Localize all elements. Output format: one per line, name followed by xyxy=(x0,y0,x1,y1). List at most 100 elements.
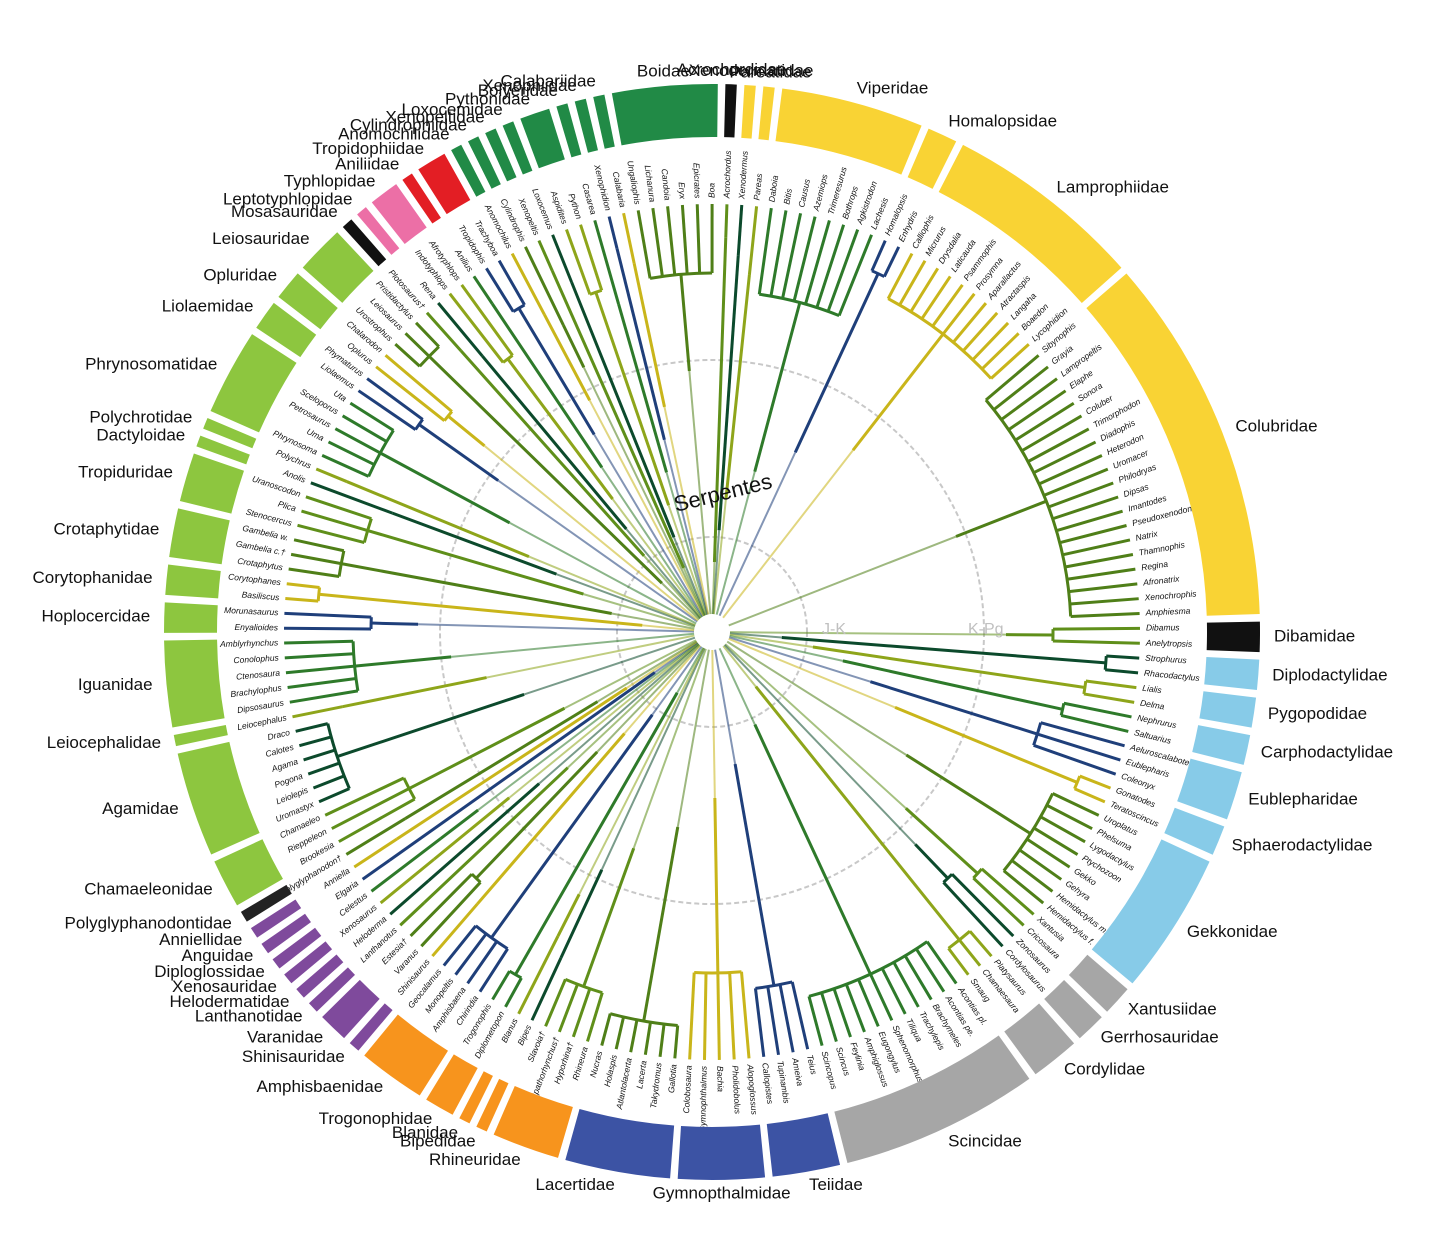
branch xyxy=(472,275,494,305)
branch xyxy=(341,414,388,443)
family-segment xyxy=(451,144,486,197)
branch xyxy=(594,291,671,506)
family-label: Eublepharidae xyxy=(1248,790,1358,809)
branch xyxy=(504,977,523,1008)
branch xyxy=(1083,692,1135,704)
family-segment xyxy=(165,564,221,599)
branch xyxy=(882,246,901,278)
branch xyxy=(717,255,740,531)
branch xyxy=(642,624,695,632)
family-label: Shinisauridae xyxy=(242,1047,345,1066)
branch xyxy=(564,977,603,995)
tip-label: Callopistes xyxy=(760,1062,775,1105)
branch xyxy=(1021,414,1083,453)
tip-label: Teius xyxy=(805,1054,819,1076)
branch xyxy=(474,924,509,951)
family-label: Xenopeltidae xyxy=(385,108,484,127)
family-label: Scincidae xyxy=(948,1131,1022,1150)
branch xyxy=(952,302,988,344)
family-segment xyxy=(418,153,471,215)
branch xyxy=(301,509,369,532)
branch xyxy=(601,466,703,618)
branch xyxy=(807,995,824,1046)
branch xyxy=(869,680,1038,736)
family-label: Tropidophiidae xyxy=(312,139,424,158)
branch xyxy=(1079,774,1112,790)
branch xyxy=(724,274,751,499)
branch xyxy=(695,204,702,274)
branch xyxy=(442,924,477,967)
family-label: Hoplocercidae xyxy=(42,607,151,626)
family-segment xyxy=(485,128,517,182)
tip-label: Alopoglossus xyxy=(745,1063,759,1116)
branch xyxy=(342,676,487,709)
branch xyxy=(579,224,604,291)
branch xyxy=(437,302,484,358)
branch xyxy=(336,693,525,759)
branch xyxy=(992,365,1049,411)
branch xyxy=(920,275,952,320)
tip-label: Amblyrhynchus xyxy=(219,637,279,649)
branch xyxy=(586,992,604,1042)
branch xyxy=(718,647,756,725)
family-label: Anomochilidae xyxy=(338,125,450,144)
branch xyxy=(346,480,530,558)
family-segment xyxy=(724,84,737,138)
jk-label: J-K xyxy=(822,621,846,638)
branch xyxy=(345,817,407,856)
family-label: Calabariidae xyxy=(500,72,595,91)
branch xyxy=(614,1016,626,1050)
tip-label: Candoia xyxy=(659,168,672,201)
branch xyxy=(688,370,712,615)
branch xyxy=(303,748,336,762)
branch xyxy=(324,776,405,817)
branch xyxy=(790,981,810,1050)
tip-label: Crotaphytus xyxy=(237,556,285,573)
branch xyxy=(460,283,514,357)
branch xyxy=(1002,869,1045,905)
branches xyxy=(284,203,1140,1060)
tip-label: Causus xyxy=(796,177,812,208)
branch xyxy=(486,634,695,679)
branch xyxy=(286,582,320,589)
branch xyxy=(972,876,1025,927)
branch xyxy=(388,671,656,862)
family-label: Sphaerodactylidae xyxy=(1232,836,1373,855)
tip-label: Bachia xyxy=(715,1066,725,1092)
branch xyxy=(984,354,1040,402)
tip-label: Strophurus xyxy=(1145,653,1188,666)
family-label: Xenodermatidae xyxy=(689,61,814,80)
branch xyxy=(812,645,1086,689)
tip-label: Afronatrix xyxy=(1142,573,1181,587)
branch xyxy=(290,552,342,566)
tip-label: Holaspis xyxy=(602,1053,619,1088)
family-segment xyxy=(196,435,250,465)
family-segment xyxy=(179,453,244,514)
branch xyxy=(909,267,940,313)
branch xyxy=(642,826,680,1022)
tip-label: Calabaria xyxy=(611,171,628,209)
branch xyxy=(289,689,359,704)
branch xyxy=(766,986,780,1056)
family-segment xyxy=(502,121,533,175)
tip-label: Anolis xyxy=(281,467,308,485)
branch xyxy=(1055,509,1124,533)
family-segment xyxy=(1206,621,1260,653)
family-segment xyxy=(284,941,333,984)
branch xyxy=(423,766,569,904)
branch xyxy=(551,234,573,283)
tip-label: Boa xyxy=(706,183,716,198)
branch xyxy=(842,659,1063,711)
branch xyxy=(490,713,654,939)
branch xyxy=(665,472,709,615)
family-label: Lacertidae xyxy=(535,1175,614,1194)
branch xyxy=(338,797,416,843)
tip-label: Conolophus xyxy=(233,652,280,665)
tip-label: Lacerta xyxy=(634,1060,648,1090)
family-label: Anguidae xyxy=(181,946,253,965)
branch xyxy=(615,248,666,441)
branch xyxy=(418,423,500,482)
branch xyxy=(288,567,340,578)
family-label: Rhineuridae xyxy=(429,1150,521,1169)
